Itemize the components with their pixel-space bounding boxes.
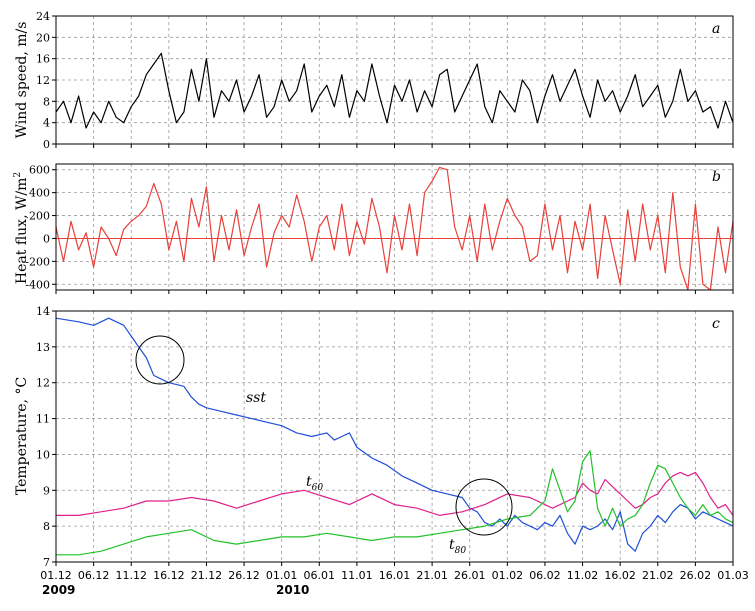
year-label-2009: 2009 — [42, 583, 75, 597]
ytick-label: 20 — [36, 31, 50, 44]
ytick-label: 0 — [43, 138, 50, 151]
series-line-3-2 — [56, 471, 734, 517]
panel-b-yticks: -400 -200 0 200 400 600 — [25, 164, 56, 291]
xtick-label: 01.03 — [717, 569, 749, 582]
ytick-label: 9 — [43, 484, 50, 497]
ytick-label: -400 — [25, 278, 50, 291]
xtick-label: 26.12 — [228, 569, 260, 582]
panel-a-letter: a — [712, 21, 720, 37]
annotation-sst: sst — [246, 390, 266, 406]
annotation-t80: t80 — [449, 537, 466, 556]
panel-c-letter: c — [712, 316, 720, 332]
xtick-label: 06.12 — [78, 569, 110, 582]
panel-a-grid — [56, 16, 733, 144]
ytick-label: 11 — [36, 413, 50, 426]
ytick-label: 4 — [43, 117, 50, 130]
ytick-label: 14 — [36, 305, 50, 318]
xtick-label: 16.02 — [604, 569, 636, 582]
panel-a: 0 4 8 12 16 20 24 a Wind speed, m/s — [14, 10, 734, 151]
panel-b-ylabel: Heat flux, W/m2 — [13, 172, 30, 284]
xtick-label: 26.01 — [454, 569, 486, 582]
panel-c-grid — [56, 311, 733, 562]
annotation-t80-sub: 80 — [455, 546, 467, 556]
annotation-t60: t60 — [306, 474, 323, 493]
ytick-label: 400 — [29, 187, 50, 200]
ytick-label: 12 — [36, 74, 50, 87]
panel-a-xtick-marks — [55, 144, 734, 148]
ytick-label: 200 — [29, 210, 50, 223]
xtick-label: 01.02 — [492, 569, 524, 582]
year-label-2010: 2010 — [276, 583, 309, 597]
panel-b: -400 -200 0 200 400 600 b Heat flux, W/m2 — [13, 163, 734, 294]
ytick-label: 8 — [43, 95, 50, 108]
panel-a-series — [55, 52, 734, 129]
panel-a-yticks: 0 4 8 12 16 20 24 — [36, 10, 56, 151]
annotation-t80-base: t — [449, 537, 455, 553]
ytick-label: 7 — [43, 556, 50, 569]
panel-c-yticks: 7 8 9 10 11 12 13 14 — [36, 305, 56, 569]
xtick-label: 26.02 — [680, 569, 712, 582]
panel-c-ylabel: Temperature, °C — [14, 377, 30, 495]
ytick-label: 0 — [43, 232, 50, 245]
xtick-label: 21.12 — [191, 569, 223, 582]
panel-c: 7 8 9 10 11 12 13 14 01.12 06.12 11.12 16.12 21.12 2… — [14, 305, 749, 597]
xtick-label: 16.12 — [153, 569, 185, 582]
ytick-label: 10 — [36, 448, 50, 461]
xtick-label: 11.01 — [341, 569, 373, 582]
xtick-label: 01.12 — [40, 569, 72, 582]
ytick-label: 16 — [36, 53, 50, 66]
ytick-label: 13 — [36, 341, 50, 354]
xtick-label: 16.01 — [379, 569, 411, 582]
xtick-label: 11.12 — [115, 569, 147, 582]
xtick-label: 21.02 — [642, 569, 674, 582]
xtick-label: 11.02 — [567, 569, 599, 582]
xtick-label: 21.01 — [416, 569, 448, 582]
panel-b-series — [55, 166, 734, 291]
series-line-2-1 — [55, 166, 734, 291]
xtick-label: 01.01 — [266, 569, 298, 582]
panel-b-ylabel-text: Heat flux, W/m — [14, 178, 30, 284]
panel-a-ylabel: Wind speed, m/s — [14, 22, 30, 139]
ytick-label: 24 — [36, 10, 50, 23]
highlight-circle-right — [455, 478, 513, 536]
series-line-3-1 — [55, 317, 734, 552]
series-line-1-1 — [55, 52, 734, 129]
panel-b-ylabel-sup: 2 — [13, 172, 23, 178]
xtick-label: 06.02 — [529, 569, 561, 582]
highlight-circle-left — [135, 335, 185, 385]
panel-b-xtick-marks — [55, 290, 734, 294]
panel-c-xticks: 01.12 06.12 11.12 16.12 21.12 26.12 01.01 06.01… — [40, 562, 749, 582]
xtick-label: 06.01 — [304, 569, 336, 582]
panel-c-series — [55, 317, 734, 556]
annotation-t60-base: t — [306, 474, 312, 490]
ytick-label: 8 — [43, 520, 50, 533]
panel-b-grid — [56, 164, 733, 290]
annotation-t60-sub: 60 — [312, 483, 324, 493]
panel-b-letter: b — [712, 169, 721, 185]
ytick-label: 600 — [29, 164, 50, 177]
ytick-label: 12 — [36, 377, 50, 390]
series-line-3-3 — [56, 450, 734, 556]
ytick-label: -200 — [25, 255, 50, 268]
